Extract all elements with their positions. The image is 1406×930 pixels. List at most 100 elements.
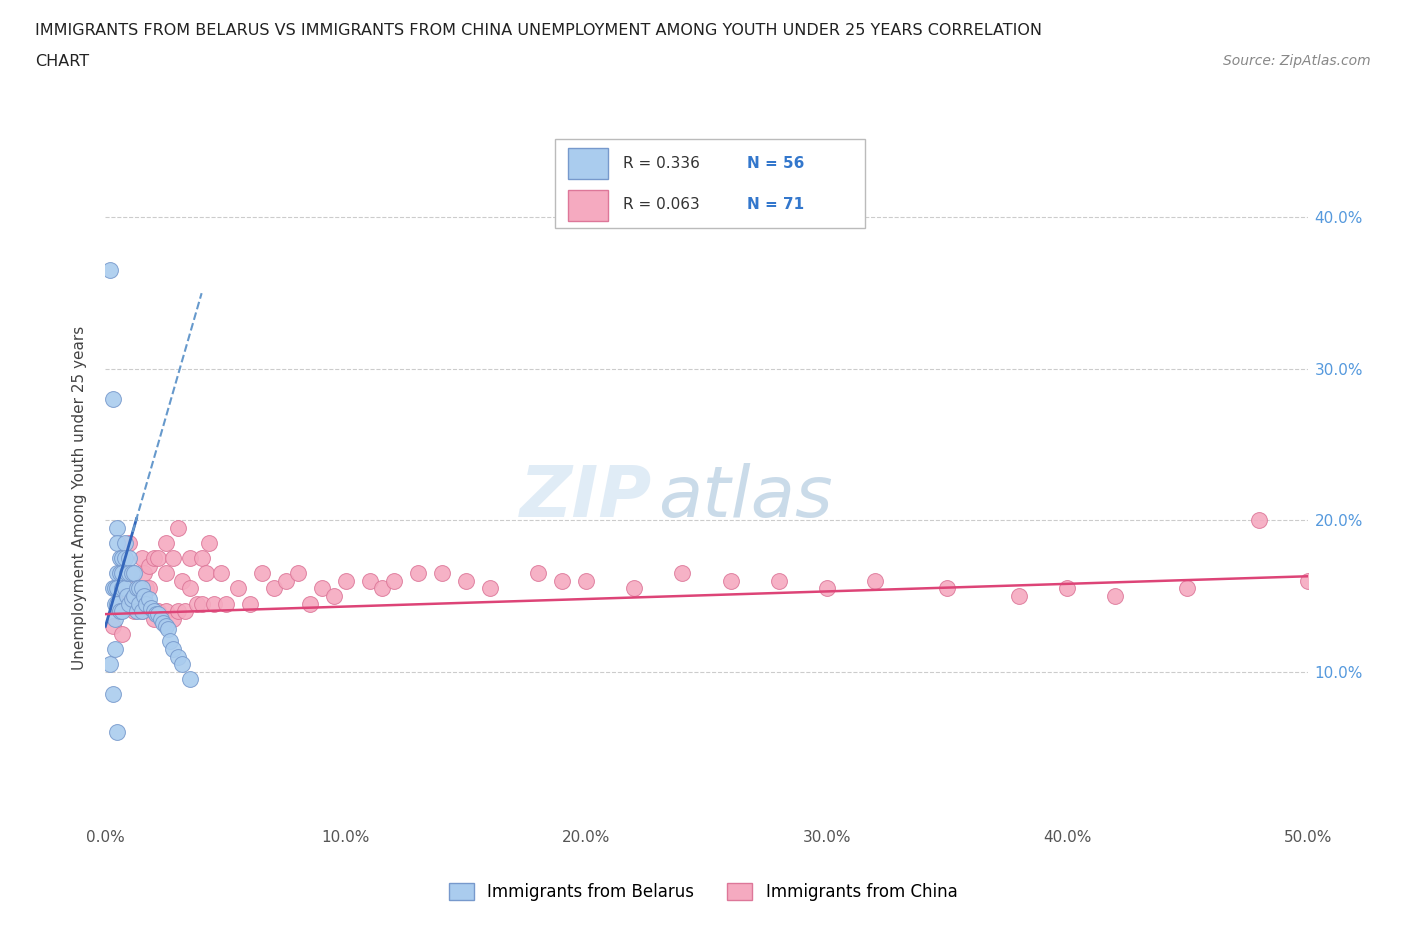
Legend: Immigrants from Belarus, Immigrants from China: Immigrants from Belarus, Immigrants from…: [441, 876, 965, 908]
Point: [104, 581, 127, 596]
Point: [101, 618, 124, 633]
Point: [152, 616, 174, 631]
Point: [124, 589, 146, 604]
Point: [382, 574, 405, 589]
Point: [1056, 581, 1078, 596]
Text: Source: ZipAtlas.com: Source: ZipAtlas.com: [1223, 54, 1371, 68]
Point: [371, 581, 394, 596]
Point: [671, 565, 693, 580]
Text: atlas: atlas: [658, 463, 832, 532]
Point: [239, 596, 262, 611]
FancyBboxPatch shape: [555, 140, 865, 228]
Point: [720, 574, 742, 589]
Point: [124, 565, 146, 580]
Point: [125, 581, 148, 596]
Point: [128, 581, 150, 596]
Point: [162, 551, 184, 565]
Point: [104, 611, 127, 626]
Point: [108, 551, 131, 565]
Point: [132, 589, 155, 604]
Point: [162, 611, 184, 626]
Point: [115, 565, 138, 580]
Point: [172, 657, 194, 671]
Point: [166, 649, 188, 664]
Point: [149, 611, 172, 626]
Point: [98, 657, 121, 671]
Point: [118, 536, 141, 551]
Point: [148, 551, 170, 565]
Point: [274, 574, 297, 589]
Point: [131, 581, 153, 596]
Point: [98, 263, 121, 278]
Point: [107, 596, 129, 611]
Point: [623, 581, 645, 596]
Point: [145, 606, 167, 621]
Point: [111, 581, 134, 596]
Point: [186, 596, 208, 611]
Point: [190, 551, 212, 565]
Point: [115, 589, 138, 604]
Point: [108, 565, 131, 580]
Point: [1249, 512, 1271, 527]
Point: [111, 565, 134, 580]
Point: [155, 604, 177, 618]
Point: [551, 574, 574, 589]
Point: [179, 551, 201, 565]
Point: [128, 596, 150, 611]
Text: CHART: CHART: [35, 54, 89, 69]
Point: [148, 604, 170, 618]
Point: [359, 574, 381, 589]
Text: N = 71: N = 71: [747, 197, 804, 212]
Point: [250, 565, 273, 580]
Point: [101, 392, 124, 406]
Point: [209, 565, 232, 580]
Point: [114, 536, 136, 551]
Point: [155, 618, 177, 633]
Point: [155, 536, 177, 551]
Point: [1008, 589, 1031, 604]
Point: [101, 687, 124, 702]
Point: [479, 581, 502, 596]
Point: [124, 604, 146, 618]
Point: [142, 604, 165, 618]
Point: [1175, 581, 1198, 596]
Point: [162, 642, 184, 657]
Point: [335, 574, 357, 589]
Point: [114, 551, 136, 565]
FancyBboxPatch shape: [568, 149, 607, 179]
Point: [179, 581, 201, 596]
Point: [214, 596, 236, 611]
Point: [111, 627, 134, 642]
Point: [121, 565, 143, 580]
Point: [104, 642, 127, 657]
Point: [430, 565, 453, 580]
Point: [311, 581, 333, 596]
Point: [131, 604, 153, 618]
Point: [125, 604, 148, 618]
Point: [172, 574, 194, 589]
Text: IMMIGRANTS FROM BELARUS VS IMMIGRANTS FROM CHINA UNEMPLOYMENT AMONG YOUTH UNDER : IMMIGRANTS FROM BELARUS VS IMMIGRANTS FR…: [35, 23, 1042, 38]
Point: [107, 521, 129, 536]
Point: [815, 581, 838, 596]
Point: [107, 581, 129, 596]
Point: [114, 596, 136, 611]
Point: [111, 604, 134, 618]
Point: [1296, 574, 1319, 589]
Point: [107, 536, 129, 551]
Text: ZIP: ZIP: [520, 463, 652, 532]
Point: [101, 581, 124, 596]
Point: [107, 565, 129, 580]
Point: [104, 596, 127, 611]
Point: [179, 671, 201, 686]
Point: [575, 574, 598, 589]
Point: [159, 634, 181, 649]
Point: [226, 581, 249, 596]
Point: [148, 606, 170, 621]
Point: [195, 565, 218, 580]
Point: [190, 596, 212, 611]
Point: [107, 581, 129, 596]
Point: [454, 574, 477, 589]
Text: N = 56: N = 56: [747, 156, 804, 171]
Point: [135, 596, 157, 611]
Point: [118, 596, 141, 611]
